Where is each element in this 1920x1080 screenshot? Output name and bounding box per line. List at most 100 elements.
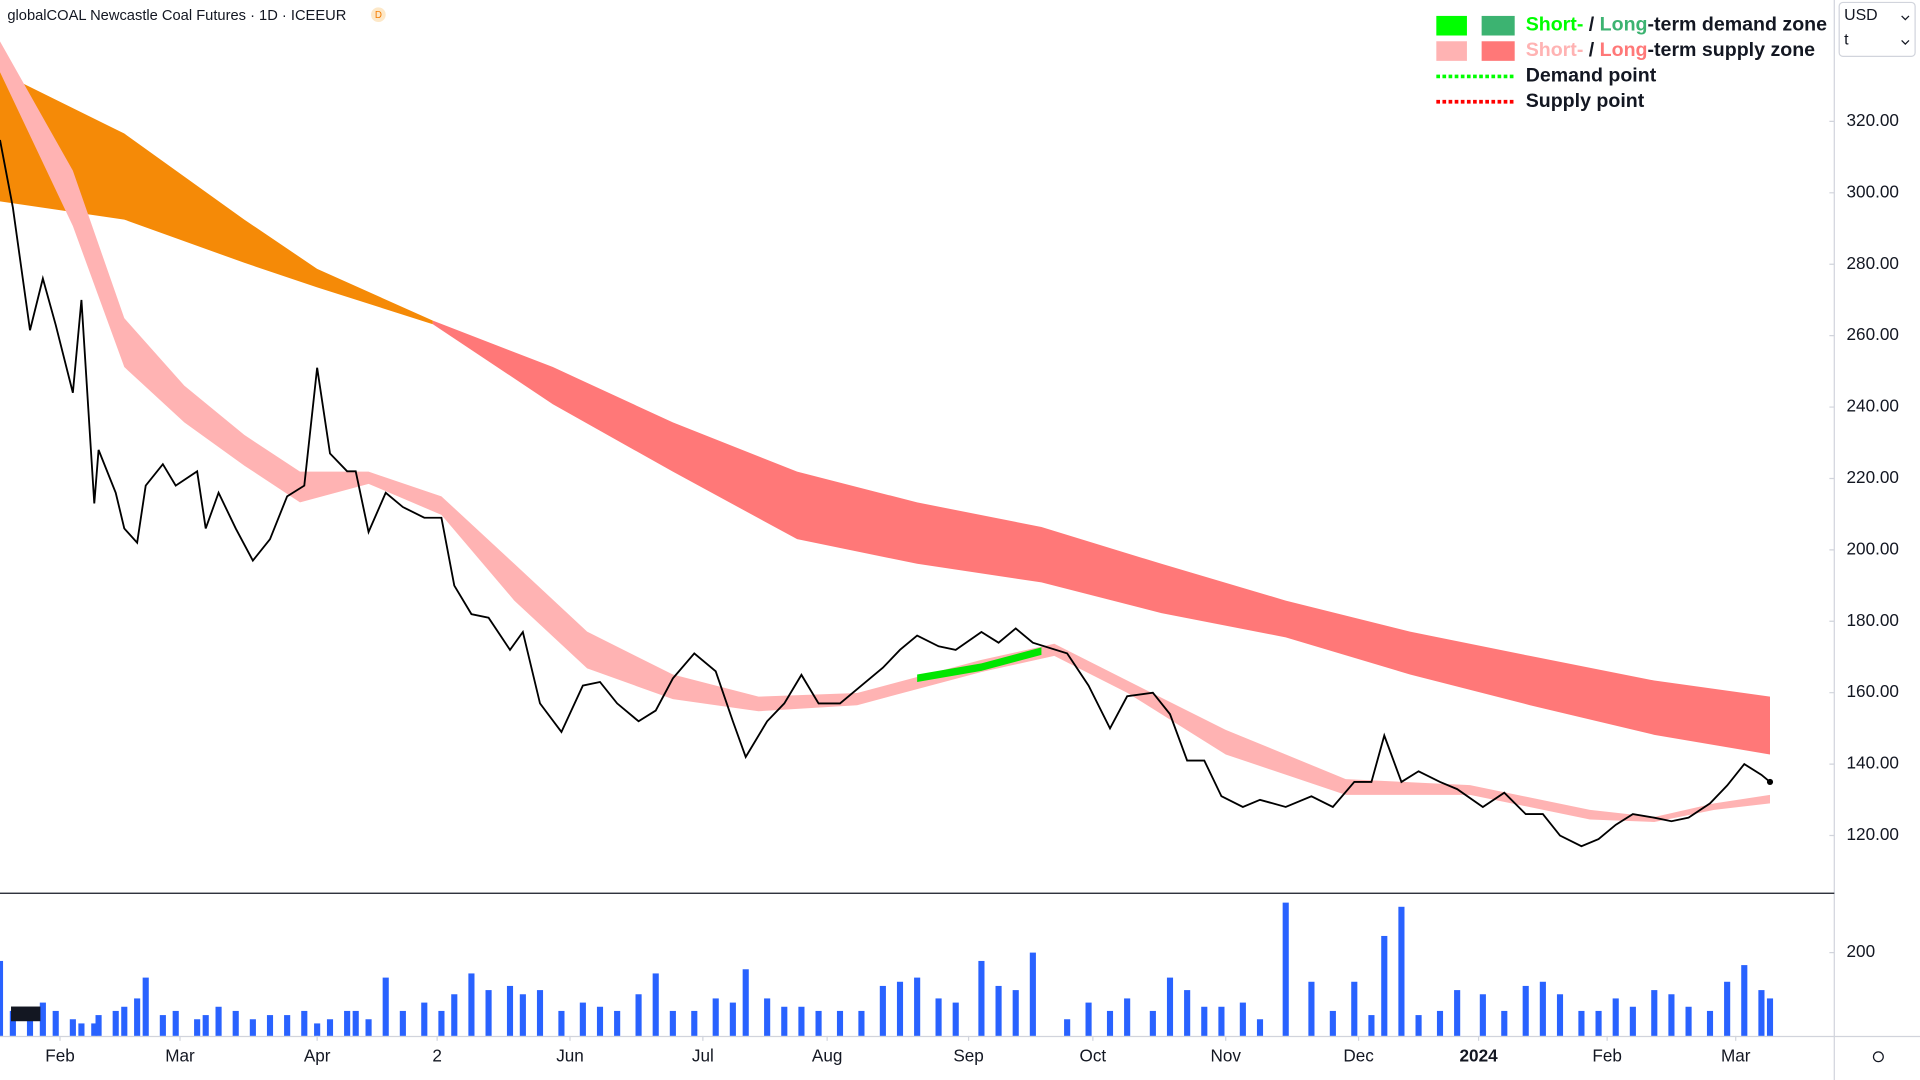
x-tick-label: Feb xyxy=(1592,1045,1622,1065)
legend-label: Short- / Long-term demand zone xyxy=(1526,14,1827,36)
volume-bar xyxy=(39,1002,46,1036)
y-tick-label: 220.00 xyxy=(1847,467,1899,487)
volume-bar xyxy=(1629,1006,1636,1036)
legend-swatch xyxy=(1436,15,1467,36)
volume-bar xyxy=(1685,1006,1692,1036)
volume-bar xyxy=(858,1010,865,1036)
volume-bar xyxy=(1522,985,1529,1036)
volume-bar xyxy=(365,1019,372,1036)
x-tick-label: Sep xyxy=(953,1045,983,1065)
volume-bar xyxy=(1398,906,1405,1036)
volume-bar xyxy=(1085,1002,1092,1036)
volume-bar xyxy=(284,1015,291,1036)
volume-bar xyxy=(798,1006,805,1036)
volume-bar xyxy=(266,1015,274,1036)
volume-bar xyxy=(536,990,544,1036)
volume-bar xyxy=(1479,994,1486,1036)
x-tick-label: Oct xyxy=(1080,1045,1107,1065)
volume-bar xyxy=(9,1010,16,1036)
volume-bar xyxy=(1415,1015,1422,1036)
legend-swatch xyxy=(1436,41,1467,61)
volume-bar xyxy=(1329,1010,1336,1036)
measure-unit[interactable]: t xyxy=(1844,32,1849,49)
zone-band xyxy=(432,320,1770,755)
zone-band xyxy=(0,72,433,325)
x-tick-label: Feb xyxy=(45,1045,75,1065)
volume-bar xyxy=(1556,994,1564,1036)
volume-bar xyxy=(1595,1010,1602,1036)
volume-bar xyxy=(1124,998,1131,1036)
volume-bar xyxy=(194,1019,201,1036)
badge-bg xyxy=(371,7,386,23)
volume-bar xyxy=(1012,990,1019,1036)
settings-icon[interactable] xyxy=(1872,1051,1884,1063)
x-tick-label: 2024 xyxy=(1460,1045,1499,1065)
logo xyxy=(11,1006,41,1022)
volume-bar xyxy=(121,1006,128,1036)
volume-bar xyxy=(635,994,642,1036)
volume-bar xyxy=(1239,1002,1246,1036)
volume-bar xyxy=(652,973,659,1036)
x-tick-label: Aug xyxy=(812,1045,842,1065)
volume-bar xyxy=(914,977,921,1036)
legend-swatch xyxy=(1481,41,1515,61)
legend-part: -term supply zone xyxy=(1648,39,1816,61)
legend-swatch xyxy=(1481,15,1515,36)
legend: Short- / Long-term demand zone Short- / L… xyxy=(1436,14,1827,112)
last-price-dot xyxy=(1766,778,1774,786)
volume-bar xyxy=(519,994,526,1036)
volume-bar xyxy=(249,1019,256,1036)
volume-bar xyxy=(26,1019,34,1036)
volume-bar xyxy=(1308,981,1315,1036)
volume-bar xyxy=(421,1002,428,1036)
volume-bar xyxy=(1201,1006,1208,1036)
x-tick-label: Mar xyxy=(1721,1045,1751,1065)
volume-bar xyxy=(1454,990,1461,1036)
volume-bar xyxy=(1501,1010,1508,1036)
legend-label: Demand point xyxy=(1526,65,1657,87)
volume-bar xyxy=(1668,994,1675,1036)
y-tick-label: 280.00 xyxy=(1847,253,1899,273)
volume-bar xyxy=(172,1010,179,1036)
volume-bar xyxy=(399,1010,406,1036)
volume-bar xyxy=(729,1002,736,1036)
volume-bar xyxy=(764,998,771,1036)
volume-bar xyxy=(712,998,719,1036)
volume-bar xyxy=(69,1019,76,1036)
legend-part: / xyxy=(1583,39,1599,61)
volume-bar xyxy=(468,973,475,1036)
volume-bar xyxy=(1256,1019,1264,1036)
dropdown-icon xyxy=(1901,15,1910,45)
price-line xyxy=(0,139,1771,848)
volume-bar xyxy=(0,960,4,1036)
volume-bar xyxy=(836,1010,844,1036)
volume-bar xyxy=(506,985,514,1036)
unit-box[interactable] xyxy=(1838,1,1916,57)
y-tick-label: 180.00 xyxy=(1847,610,1899,630)
volume-bar xyxy=(1741,965,1748,1036)
volume-bar xyxy=(382,977,389,1036)
volume-bar xyxy=(669,1010,676,1036)
volume-bar xyxy=(159,1015,166,1036)
volume-bar xyxy=(1029,952,1036,1036)
volume-bar xyxy=(1724,981,1731,1036)
volume-bar xyxy=(95,1015,102,1036)
y-tick-label: 260.00 xyxy=(1847,324,1899,344)
volume-bar xyxy=(314,1023,321,1036)
x-tick-label: Jun xyxy=(556,1045,584,1065)
volume-bar xyxy=(1766,998,1774,1036)
volume-bar xyxy=(301,1010,308,1036)
volume-bar xyxy=(78,1023,85,1036)
currency-unit[interactable]: USD xyxy=(1844,7,1878,24)
y-tick-label: 320.00 xyxy=(1847,110,1899,130)
x-tick-label: Nov xyxy=(1210,1045,1241,1065)
x-tick-label: Mar xyxy=(165,1045,195,1065)
volume-bar xyxy=(952,1002,959,1036)
legend-label: Short- / Long-term supply zone xyxy=(1526,39,1815,61)
y-tick-label: 240.00 xyxy=(1847,396,1899,416)
y-tick-label: 120.00 xyxy=(1847,824,1899,844)
volume-bar xyxy=(1578,1010,1585,1036)
volume-bar xyxy=(344,1010,351,1036)
